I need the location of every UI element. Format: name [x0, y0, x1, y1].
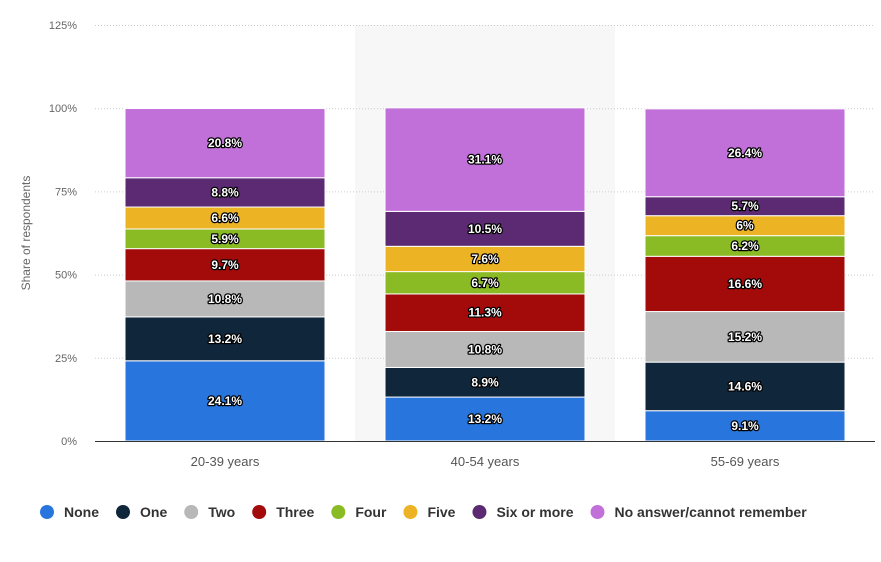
- bar-segment[interactable]: [124, 108, 326, 179]
- data-label: 10.8%: [468, 342, 502, 356]
- y-tick-label: 50%: [55, 270, 77, 282]
- data-label: 31.1%: [468, 153, 502, 167]
- legend-item[interactable]: Four: [331, 504, 387, 520]
- legend-item[interactable]: One: [116, 504, 167, 520]
- legend-marker-icon: [331, 505, 346, 519]
- x-tick-label: 55-69 years: [711, 454, 780, 469]
- data-label: 5.9%: [211, 232, 239, 246]
- legend-marker-icon: [472, 505, 487, 519]
- bar-segment[interactable]: [124, 248, 326, 282]
- data-label: 13.2%: [208, 332, 242, 346]
- legend-marker-icon: [184, 505, 199, 519]
- data-label: 26.4%: [728, 146, 762, 160]
- data-label: 16.6%: [728, 277, 762, 291]
- y-tick-label: 25%: [55, 353, 77, 365]
- legend-label: No answer/cannot remember: [614, 504, 807, 520]
- data-label: 11.3%: [468, 306, 502, 320]
- bar-segment[interactable]: [384, 210, 586, 247]
- data-label: 20.8%: [208, 136, 242, 150]
- bar-segment[interactable]: [644, 108, 846, 198]
- data-label: 7.6%: [471, 252, 499, 266]
- bar-segment[interactable]: [124, 316, 326, 362]
- data-label: 13.2%: [468, 412, 502, 426]
- bar-segment[interactable]: [384, 396, 586, 442]
- legend-label: Six or more: [496, 504, 573, 520]
- data-label: 5.7%: [731, 199, 759, 213]
- bar-segment[interactable]: [384, 293, 586, 333]
- data-label: 9.1%: [731, 419, 759, 433]
- data-label: 6%: [736, 219, 754, 233]
- bar-segment[interactable]: [384, 366, 586, 398]
- y-tick-label: 100%: [49, 103, 77, 115]
- bar-segment[interactable]: [124, 280, 326, 318]
- data-label: 6.7%: [471, 276, 499, 290]
- bar-segment[interactable]: [384, 107, 586, 212]
- data-label: 9.7%: [211, 258, 239, 272]
- legend-item[interactable]: Five: [403, 504, 456, 520]
- y-tick-label: 0%: [61, 436, 77, 448]
- data-label: 10.5%: [468, 222, 502, 236]
- data-label: 14.6%: [728, 379, 762, 393]
- data-label: 15.2%: [728, 330, 762, 344]
- x-tick-label: 20-39 years: [191, 454, 260, 469]
- bar-segment[interactable]: [644, 410, 846, 442]
- data-label: 10.8%: [208, 292, 242, 306]
- legend-label: One: [140, 504, 167, 520]
- legend-marker-icon: [252, 505, 267, 519]
- bar-segment[interactable]: [644, 255, 846, 313]
- legend-item[interactable]: None: [40, 504, 99, 520]
- bar-segment[interactable]: [384, 245, 586, 273]
- legend-label: Four: [355, 504, 387, 520]
- data-label: 8.8%: [211, 185, 239, 199]
- legend-label: Five: [427, 504, 455, 520]
- x-tick-label: 40-54 years: [451, 454, 520, 469]
- legend-item[interactable]: Six or more: [472, 504, 574, 520]
- legend-label: Three: [276, 504, 314, 520]
- y-axis-title: Share of respondents: [19, 176, 33, 291]
- legend-item[interactable]: No answer/cannot remember: [590, 504, 807, 520]
- bar-segment[interactable]: [644, 361, 846, 412]
- bar-segment[interactable]: [644, 311, 846, 363]
- legend-marker-icon: [40, 505, 54, 519]
- y-tick-label: 75%: [55, 186, 77, 198]
- legend-marker-icon: [116, 505, 130, 519]
- data-label: 24.1%: [208, 394, 242, 408]
- legend-item[interactable]: Two: [184, 504, 235, 520]
- legend-label: Two: [208, 504, 235, 520]
- bar-segment[interactable]: [384, 331, 586, 368]
- legend-marker-icon: [403, 505, 418, 519]
- data-label: 6.2%: [731, 239, 759, 253]
- y-tick-label: 125%: [49, 20, 77, 32]
- legend-label: None: [64, 504, 99, 520]
- data-label: 8.9%: [471, 375, 499, 389]
- legend-marker-icon: [590, 505, 605, 519]
- data-label: 6.6%: [211, 211, 239, 225]
- legend-item[interactable]: Three: [252, 504, 315, 520]
